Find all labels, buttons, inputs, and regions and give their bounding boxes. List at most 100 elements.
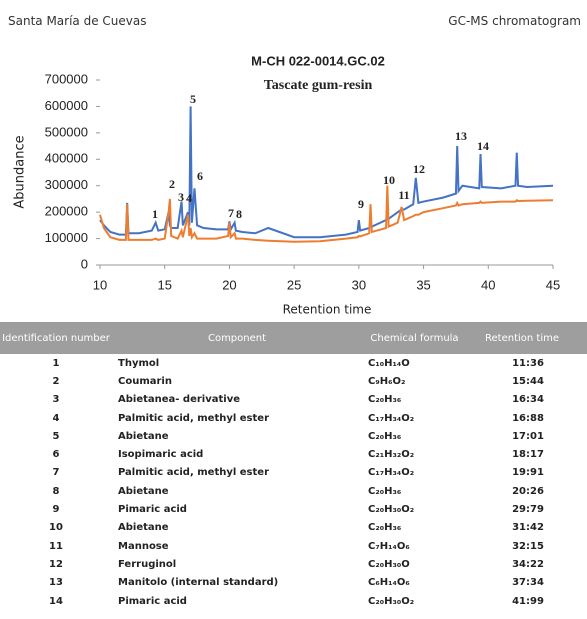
table-row: 9 Pimaric acid C₂₀H₃₀O₂ 29:79	[0, 500, 587, 518]
table-cell: Ferruginol	[118, 558, 177, 570]
table-cell: C₁₇H₃₄O₂	[368, 467, 415, 479]
series-line	[99, 185, 554, 243]
table-cell: 9	[52, 504, 60, 516]
peak-label: 2	[169, 177, 175, 191]
x-tick-label: 15	[157, 277, 171, 292]
site-label: Santa María de Cuevas	[8, 14, 147, 28]
table-row: 5 Abietane C₂₀H₃₆ 17:01	[0, 427, 587, 445]
table-cell: Coumarin	[118, 375, 172, 387]
peak-label: 3	[178, 190, 184, 204]
table: Identification number Component Chemical f…	[0, 322, 587, 610]
table-cell: Chemical formula	[370, 332, 459, 344]
table-cell: 3	[52, 394, 60, 406]
table-cell: Pimaric acid	[118, 504, 187, 516]
peak-label: 9	[358, 197, 364, 211]
table-cell: Palmitic acid, methyl ester	[118, 467, 270, 479]
table-cell: Abietane	[118, 522, 169, 534]
table-cell: 12	[49, 558, 63, 570]
table-cell: 10	[49, 522, 63, 534]
table-cell: 18:17	[512, 449, 544, 461]
x-tick-label: 25	[287, 277, 301, 292]
table-cell: 7	[52, 467, 60, 479]
table-cell: 34:22	[512, 558, 544, 570]
table-row: 4 Palmitic acid, methyl ester C₁₇H₃₄O₂ 16:8…	[0, 409, 587, 427]
table-cell: Thymol	[118, 357, 160, 369]
peak-label: 8	[236, 207, 242, 221]
table-cell: 29:79	[512, 504, 544, 516]
table-cell: Isopimaric acid	[118, 449, 204, 461]
table-cell: 13	[49, 577, 63, 589]
table-cell: C₂₀H₃₆	[368, 485, 402, 497]
y-axis-label: Abundance	[13, 135, 28, 208]
y-tick-label: 200000	[45, 204, 88, 219]
y-tick-label: 700000	[45, 71, 88, 86]
table-cell: 31:42	[512, 522, 544, 534]
y-tick-label: 300000	[45, 177, 88, 192]
table-cell: 19:91	[512, 467, 544, 479]
table-cell: 8	[52, 485, 60, 497]
x-tick-label: 10	[93, 277, 107, 292]
table-cell: C₁₀H₁₄O	[368, 357, 410, 369]
table-cell: C₇H₁₄O₆	[368, 540, 410, 552]
peak-label: 7	[228, 206, 234, 220]
table-cell: 20:26	[512, 485, 544, 497]
table-row: 11 Mannose C₇H₁₄O₆ 32:15	[0, 537, 587, 555]
x-axis-label: Retention time	[283, 303, 372, 317]
table-row: 8 Abietane C₂₀H₃₆ 20:26	[0, 482, 587, 500]
table-cell: C₂₁H₃₂O₂	[368, 449, 415, 461]
table-cell: Abietane	[118, 430, 169, 442]
table-row: 1 Thymol C₁₀H₁₄O 11:36	[0, 354, 587, 372]
peak-label: 14	[477, 139, 489, 153]
table-cell: Component	[207, 332, 267, 344]
table-cell: Manitolo (internal standard)	[118, 577, 279, 589]
table-cell: C₂₀H₃₀O₂	[368, 504, 415, 516]
series-line	[99, 106, 554, 239]
table-cell: Retention time	[485, 332, 559, 344]
x-tick-label: 35	[416, 277, 430, 292]
table-cell: C₂₀H₃₆	[368, 430, 402, 442]
table-row: 3 Abietanea- derivative C₂₀H₃₆ 16:34	[0, 391, 587, 409]
table-cell: C₂₀H₃₀O	[368, 558, 410, 570]
table-cell: 4	[52, 412, 60, 424]
table-cell: C₂₀H₃₆	[368, 394, 402, 406]
table-cell: Identification number	[2, 332, 110, 344]
table-cell: 2	[52, 375, 60, 387]
table-row: 6 Isopimaric acid C₂₁H₃₂O₂ 18:17	[0, 445, 587, 463]
chart: M-CH 022-0014.GC.02 Tascate gum-resin Re…	[13, 53, 561, 317]
table-cell: 37:34	[512, 577, 544, 589]
table-row: 10 Abietane C₂₀H₃₆ 31:42	[0, 519, 587, 537]
table-cell: Abietanea- derivative	[118, 394, 240, 406]
y-tick-label: 600000	[45, 98, 88, 113]
y-tick-label: 400000	[45, 151, 88, 166]
table-cell: 15:44	[512, 375, 544, 387]
table-cell: Abietane	[118, 485, 169, 497]
table-cell: 17:01	[512, 430, 544, 442]
table-cell: 5	[52, 430, 60, 442]
peak-label: 13	[455, 129, 467, 143]
peak-label: 6	[197, 169, 203, 183]
y-tick-label: 500000	[45, 124, 88, 139]
table-header: Identification number Component Chemical f…	[0, 322, 587, 354]
table-cell: C₂₀H₃₀O₂	[368, 595, 415, 607]
table-cell: Palmitic acid, methyl ester	[118, 412, 270, 424]
table-cell: 6	[52, 449, 60, 461]
table-row: 12 Ferruginol C₂₀H₃₀O 34:22	[0, 555, 587, 573]
method-label: GC-MS chromatogram	[448, 14, 581, 28]
table-cell: 41:99	[512, 595, 544, 607]
table-cell: 14	[49, 595, 63, 607]
peak-label: 10	[383, 173, 395, 187]
table-cell: 11	[49, 540, 63, 552]
chart-subtitle: Tascate gum-resin	[264, 78, 373, 93]
table-cell: C₂₀H₃₆	[368, 522, 402, 534]
table-cell: 11:36	[512, 357, 544, 369]
x-tick-label: 20	[222, 277, 236, 292]
table-row: 2 Coumarin C₉H₆O₂ 15:44	[0, 372, 587, 390]
x-tick-label: 45	[546, 277, 560, 292]
table-cell: C₆H₁₄O₆	[368, 577, 410, 589]
table-row: 14 Pimaric acid C₂₀H₃₀O₂ 41:99	[0, 592, 587, 610]
x-tick-label: 30	[352, 277, 366, 292]
peak-label: 5	[190, 92, 196, 106]
peak-label: 12	[413, 162, 425, 176]
table-cell: C₁₇H₃₄O₂	[368, 412, 415, 424]
x-tick-label: 40	[481, 277, 495, 292]
